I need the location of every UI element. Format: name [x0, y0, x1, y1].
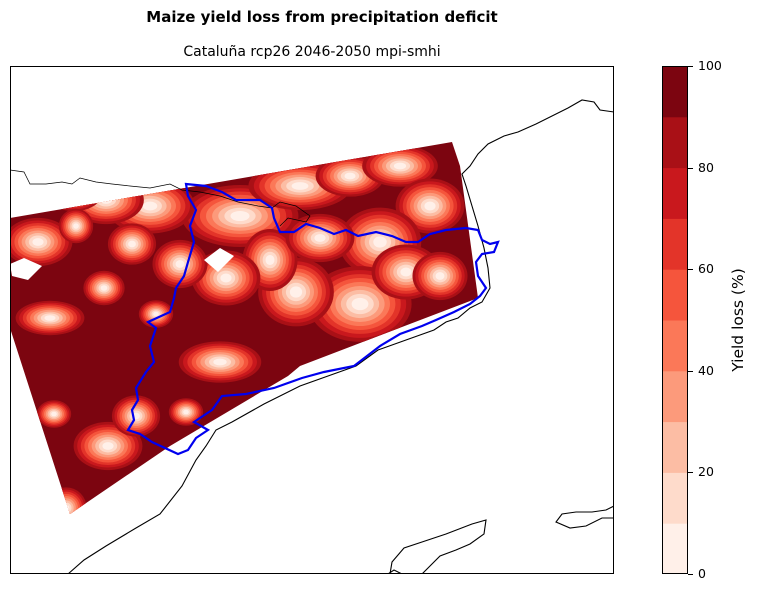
loss-contour [314, 234, 326, 242]
colorbar-tick-label: 0 [698, 566, 706, 581]
loss-contour [230, 210, 250, 222]
map-frame [10, 66, 614, 574]
colorbar-bin [662, 370, 688, 423]
loss-contour [102, 442, 114, 450]
colorbar-bins [662, 66, 688, 574]
colorbar-bin [662, 116, 688, 169]
loss-contour [393, 162, 407, 170]
loss-contour [44, 315, 56, 321]
colorbar-tick-label: 40 [698, 362, 714, 378]
figure-title: Maize yield loss from precipitation defi… [146, 8, 498, 26]
coastlines [67, 99, 614, 574]
colorbar-bin [662, 320, 688, 372]
coastline-island-south [389, 519, 487, 574]
yield-loss-map [10, 66, 614, 574]
colorbar-bin [662, 66, 688, 118]
colorbar-bin [662, 472, 688, 524]
loss-contour [265, 254, 275, 266]
loss-contour [73, 223, 79, 229]
colorbar-bin [662, 218, 688, 270]
colorbar-tick [688, 370, 693, 372]
coastline-mainland [67, 99, 614, 574]
loss-contour [153, 311, 159, 317]
colorbar-tick [688, 269, 693, 271]
colorbar-bin [662, 167, 688, 219]
colorbar-tick [688, 472, 693, 474]
loss-contour [424, 201, 436, 211]
loss-contour [435, 272, 445, 280]
colorbar-bin [662, 269, 688, 321]
coastline-islet [387, 569, 403, 574]
colorbar-frame [662, 66, 688, 574]
colorbar-tick-label: 100 [698, 58, 722, 73]
colorbar-tick-label: 80 [698, 159, 714, 175]
coastline-island-north [555, 505, 614, 529]
colorbar-bin [662, 421, 688, 473]
loss-contour [51, 411, 57, 417]
loss-contour [183, 409, 189, 415]
loss-contour [213, 358, 227, 366]
colorbar-tick [688, 574, 693, 575]
loss-contour [344, 172, 356, 180]
loss-contour [220, 273, 232, 283]
colorbar-tick-label: 60 [698, 261, 714, 277]
loss-contour [289, 286, 303, 298]
colorbar-tick [688, 167, 693, 169]
nodata-patch-central [204, 248, 234, 272]
map-subtitle: Cataluña rcp26 2046-2050 mpi-smhi [183, 44, 441, 60]
region-boundary [126, 182, 500, 456]
loss-contour [128, 240, 136, 248]
colorbar-tick [688, 66, 693, 67]
colorbar-label: Yield loss (%) [729, 268, 747, 372]
loss-contour [100, 285, 108, 291]
loss-contour [400, 267, 412, 277]
colorbar [662, 66, 688, 574]
loss-contour [32, 238, 44, 246]
loss-contour [175, 260, 185, 268]
colorbar-tick-label: 20 [698, 464, 714, 480]
loss-contour [291, 182, 309, 190]
loss-contour [373, 236, 387, 248]
country-border [10, 169, 311, 227]
loss-contour [351, 297, 369, 311]
nodata-patch-west [10, 258, 42, 280]
loss-contour [142, 201, 158, 211]
colorbar-bin [662, 523, 688, 574]
